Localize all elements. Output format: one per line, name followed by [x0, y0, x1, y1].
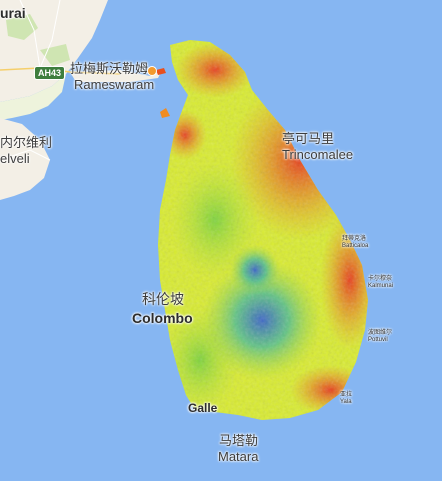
highway-shield: AH43 — [34, 66, 66, 80]
label-rameswaram-en: Rameswaram — [74, 77, 155, 92]
label-colombo-cn: 科伦坡 — [142, 291, 184, 307]
label-galle-en: Galle — [188, 401, 218, 415]
rameswaram-poi-icon[interactable] — [147, 66, 157, 76]
label-kalmunai-cn: 卡尔穆奈 — [368, 276, 393, 282]
label-trincomalee-en: Trincomalee — [282, 147, 354, 162]
label-colombo-en: Colombo — [132, 310, 193, 326]
label-trincomalee-cn: 亭可马里 — [282, 131, 335, 146]
label-pottuvil-cn: 波图维尔 — [368, 330, 393, 336]
label-kalmunai-en: Kalmunai — [368, 283, 394, 289]
label-left-en: elveli — [0, 151, 30, 166]
label-yala-en: Yala — [340, 399, 352, 405]
label-left-cn: 内尔维利 — [0, 135, 53, 150]
label-matara-cn: 马塔勒 — [219, 433, 259, 448]
label-batticaloa-cn: 拜蒂克洛 — [342, 236, 367, 242]
label-pottuvil-en: Pottuvil — [368, 337, 388, 343]
label-matara-en: Matara — [218, 449, 259, 464]
label-batticaloa-en: Batticaloa — [342, 243, 369, 249]
label-yala-cn: 亚拉 — [340, 392, 353, 398]
label-rameswaram-cn: 拉梅斯沃勒姆 — [70, 61, 149, 76]
label-urai: urai — [0, 5, 26, 21]
